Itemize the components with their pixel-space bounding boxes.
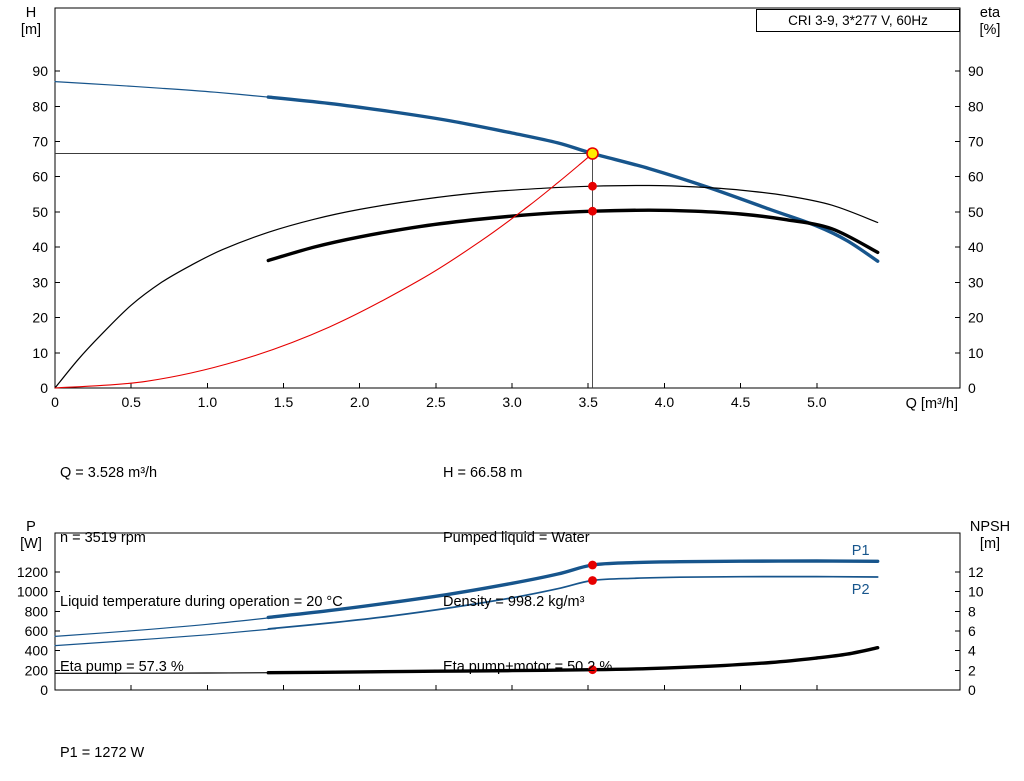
x-tick-label: 2.5	[426, 394, 446, 410]
duty-info-left-column: Q = 3.528 m³/h n = 3519 rpm Liquid tempe…	[60, 420, 343, 721]
y-left-tick-label: 40	[32, 239, 48, 255]
y-right-tick-label: 80	[968, 98, 984, 114]
p-axis-title-unit: [W]	[20, 535, 42, 552]
eta-pump-line: Eta pump = 57.3 %	[60, 658, 184, 675]
y-left-tick-label: 400	[25, 643, 49, 659]
npsh-axis-title-unit: [m]	[979, 535, 1001, 552]
x-tick-label: 3.0	[502, 394, 522, 410]
duty-info-right-column: H = 66.58 m Pumped liquid = Water Densit…	[443, 420, 612, 721]
q-axis-title: Q [m³/h]	[905, 396, 958, 412]
eta-axis-title-unit: [%]	[979, 21, 1001, 38]
npsh-curve-lead	[54, 672, 277, 674]
p1-curve	[266, 559, 880, 620]
p-axis-title: P [W]	[11, 519, 51, 552]
p1-curve-label: P1	[852, 543, 870, 559]
eta-pump-motor-point-marker	[588, 206, 597, 216]
eta-pump-curve	[54, 184, 879, 389]
pump-model-box: CRI 3-9, 3*277 V, 60Hz	[756, 9, 960, 32]
x-tick-label: 3.5	[578, 394, 598, 410]
eta-axis-title: eta [%]	[966, 5, 1014, 38]
y-right-tick-label: 12	[968, 564, 984, 580]
y-right-tick-label: 8	[968, 603, 976, 619]
y-right-tick-label: 40	[968, 239, 984, 255]
density-line: Density = 998.2 kg/m³	[443, 594, 585, 610]
y-right-tick-label: 4	[968, 643, 976, 659]
x-tick-label: 0.5	[121, 394, 141, 410]
p2-curve	[267, 575, 879, 630]
y-left-tick-label: 30	[32, 274, 48, 290]
h-axis-title-symbol: H	[25, 5, 37, 21]
y-right-tick-label: 70	[968, 134, 984, 150]
y-right-tick-label: 10	[968, 584, 984, 600]
y-left-tick-label: 0	[40, 380, 48, 396]
y-right-tick-label: 30	[968, 274, 984, 290]
y-left-tick-label: 90	[32, 63, 48, 79]
y-right-tick-label: 2	[968, 662, 976, 678]
duty-flow-line: Q = 3.528 m³/h	[60, 465, 158, 481]
y-left-tick-label: 1000	[17, 584, 48, 600]
p1-point-marker	[588, 560, 597, 570]
pumped-liquid-line: Pumped liquid = Water	[443, 529, 590, 546]
y-right-tick-label: 10	[968, 345, 984, 361]
x-tick-label: 1.0	[198, 394, 218, 410]
y-left-tick-label: 80	[32, 98, 48, 114]
y-right-tick-label: 0	[968, 380, 976, 396]
head-curve-lead	[54, 81, 277, 99]
x-tick-label: 4.0	[655, 394, 675, 410]
eta-pump-motor-line: Eta pump+motor = 50.2 %	[443, 658, 613, 675]
y-left-tick-label: 200	[25, 662, 49, 678]
npsh-axis-title-symbol: NPSH	[969, 519, 1011, 535]
speed-line: n = 3519 rpm	[60, 529, 146, 546]
h-axis-title-unit: [m]	[20, 21, 42, 38]
duty-head-line: H = 66.58 m	[443, 465, 523, 481]
y-left-tick-label: 50	[32, 204, 48, 220]
npsh-point-marker	[588, 665, 597, 675]
y-right-tick-label: 0	[968, 682, 976, 698]
npsh-curve	[266, 646, 880, 675]
y-left-tick-label: 20	[32, 310, 48, 326]
hq-eta-chart-frame	[54, 7, 961, 389]
y-left-tick-label: 10	[32, 345, 48, 361]
power-info-block: P1 = 1272 W P2 = 1114 W NPSH = 2.06 m	[60, 700, 161, 781]
x-tick-label: 5.0	[807, 394, 827, 410]
x-tick-label: 1.5	[274, 394, 294, 410]
p1-line: P1 = 1272 W	[60, 745, 145, 761]
y-left-tick-label: 60	[32, 169, 48, 185]
y-left-tick-label: 70	[32, 134, 48, 150]
eta-axis-title-symbol: eta	[979, 5, 1001, 21]
p1-curve-lead	[54, 616, 277, 637]
duty-point-marker	[586, 147, 599, 160]
y-left-tick-label: 600	[25, 623, 49, 639]
y-right-tick-label: 50	[968, 204, 984, 220]
y-right-tick-label: 20	[968, 310, 984, 326]
eta-pump-point-marker	[588, 181, 597, 191]
p-axis-title-symbol: P	[26, 519, 36, 535]
y-left-tick-label: 0	[40, 682, 48, 698]
p2-curve-label: P2	[852, 582, 870, 598]
eta-pump-motor-curve	[266, 208, 880, 263]
y-right-tick-label: 6	[968, 623, 976, 639]
x-tick-label: 0	[51, 394, 59, 410]
y-left-tick-label: 800	[25, 603, 49, 619]
p2-curve-lead	[54, 628, 277, 647]
y-right-tick-label: 90	[968, 63, 984, 79]
x-tick-label: 2.0	[350, 394, 370, 410]
npsh-axis-title: NPSH [m]	[962, 519, 1018, 552]
system-curve	[54, 152, 594, 389]
liquid-temp-line: Liquid temperature during operation = 20…	[60, 594, 343, 610]
y-left-tick-label: 1200	[17, 564, 48, 580]
y-right-tick-label: 60	[968, 169, 984, 185]
h-axis-title: H [m]	[11, 5, 51, 38]
x-tick-label: 4.5	[731, 394, 751, 410]
p2-point-marker	[588, 576, 597, 585]
